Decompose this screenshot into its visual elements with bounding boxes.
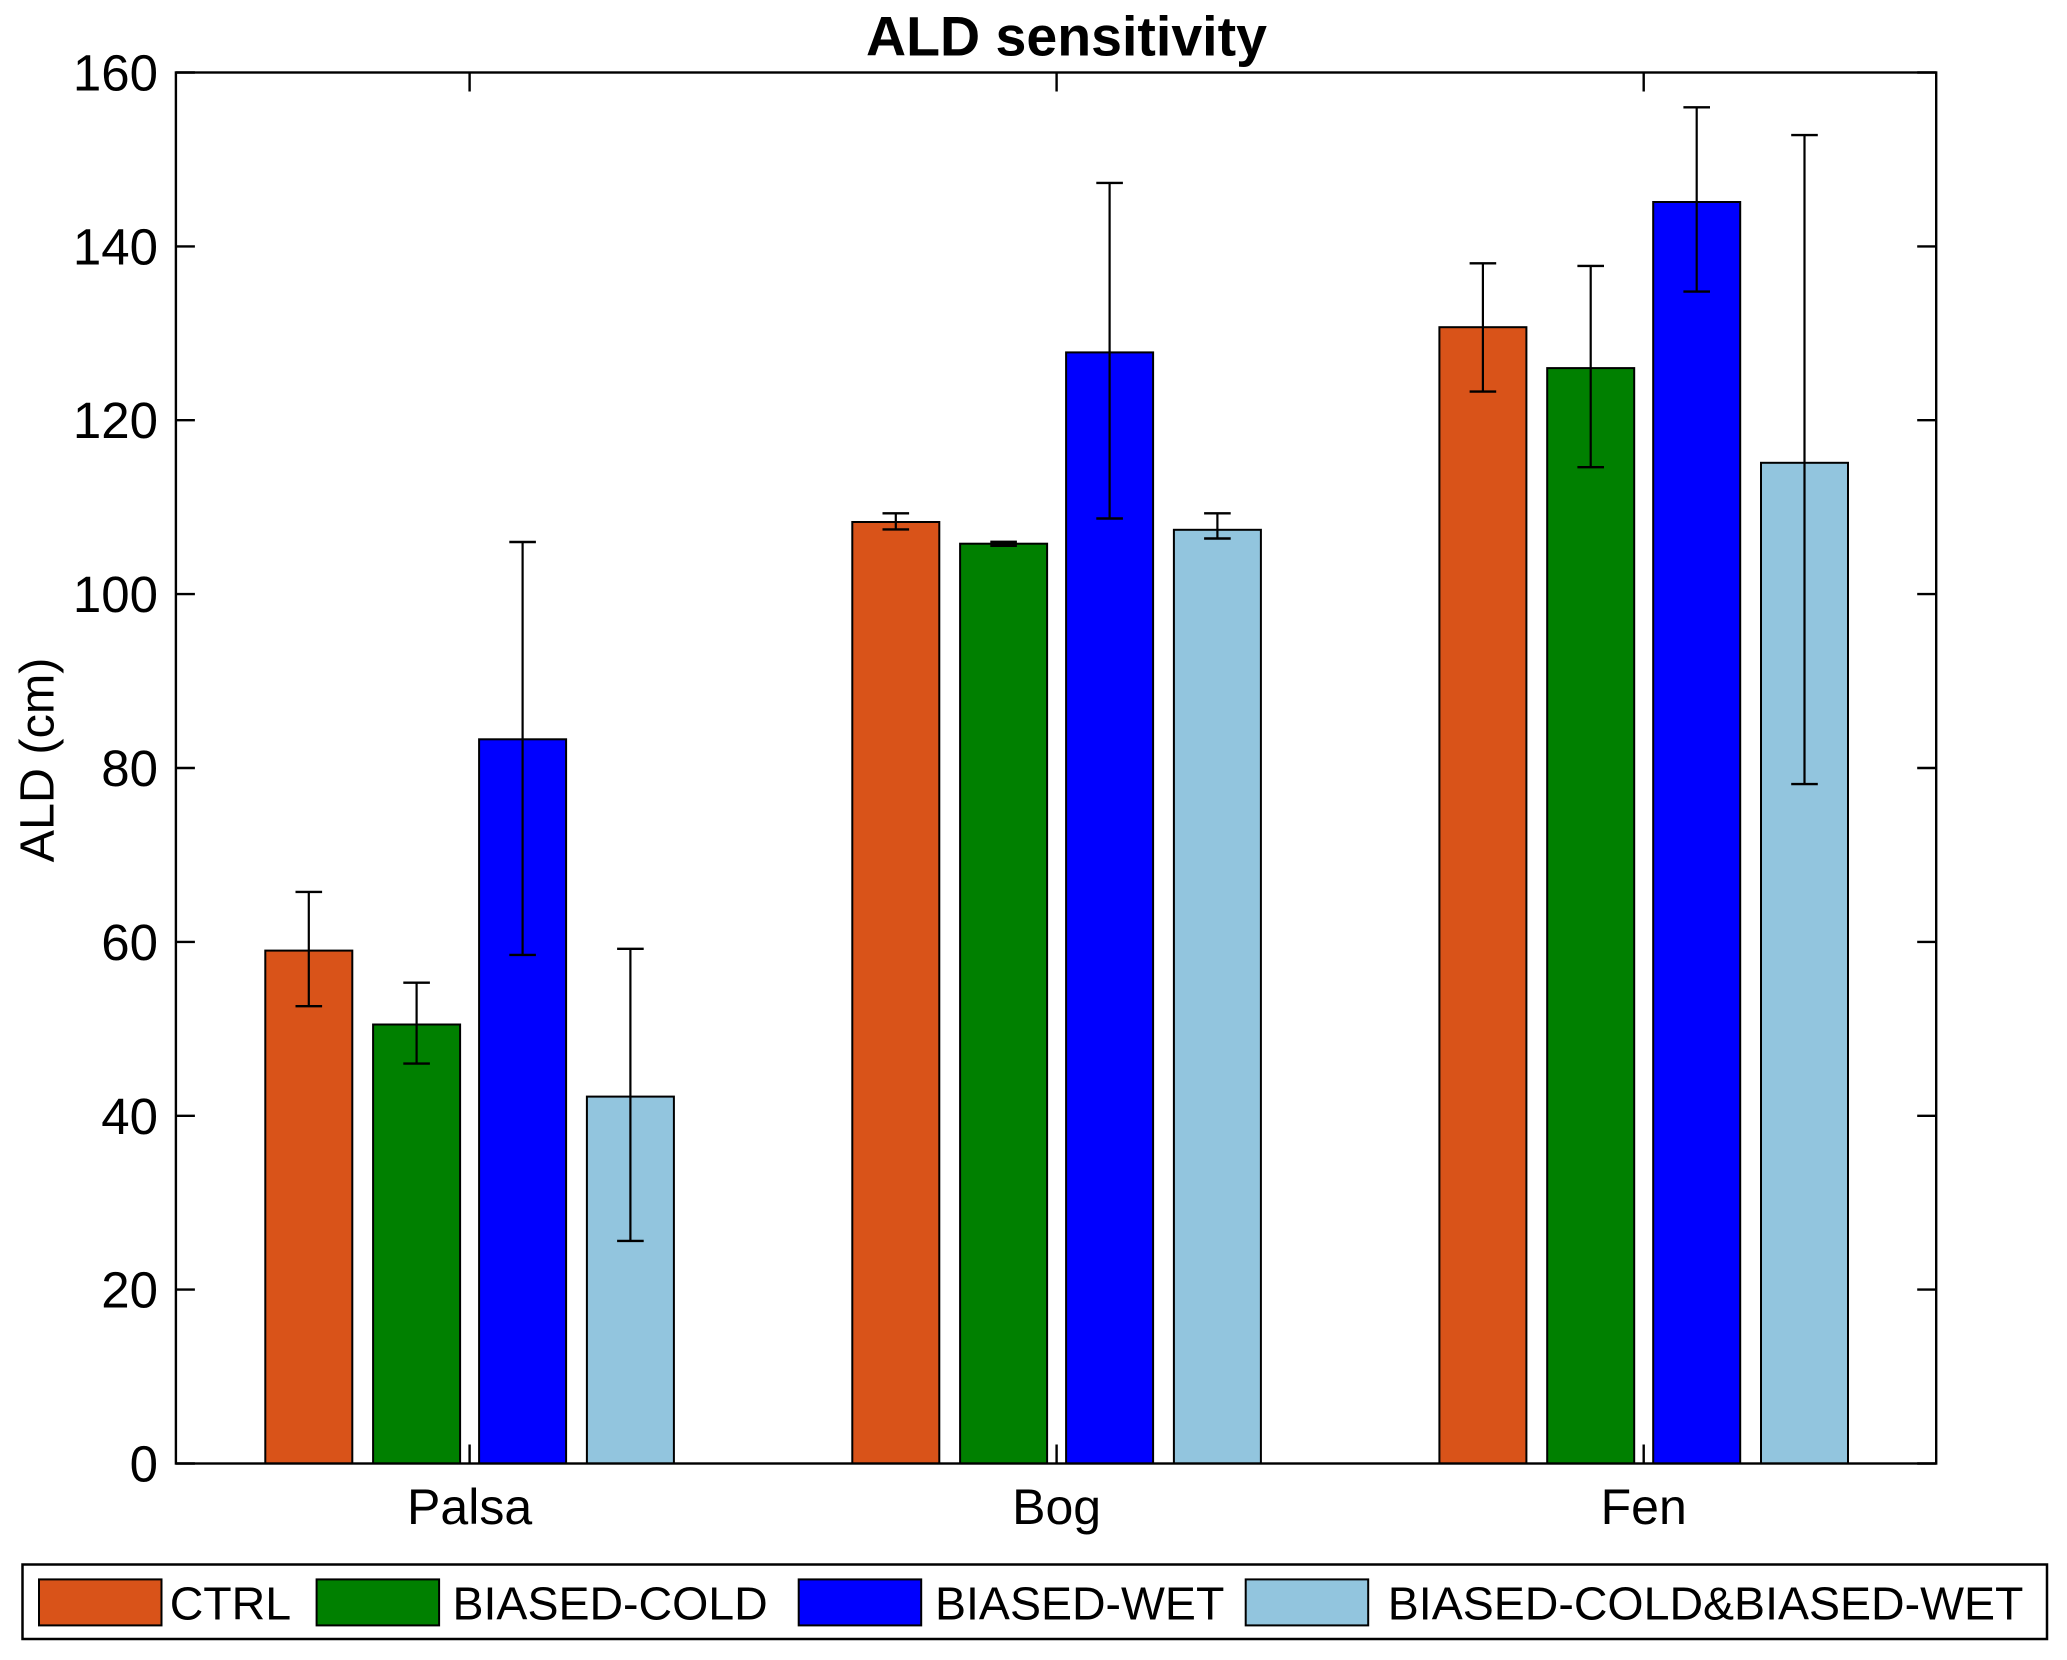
svg-text:BIASED-COLD&BIASED-WET: BIASED-COLD&BIASED-WET	[1388, 1578, 2024, 1630]
svg-text:120: 120	[73, 392, 158, 449]
svg-text:BIASED-COLD: BIASED-COLD	[453, 1578, 768, 1630]
svg-text:40: 40	[101, 1088, 158, 1145]
svg-text:BIASED-WET: BIASED-WET	[935, 1578, 1224, 1630]
svg-text:ALD sensitivity: ALD sensitivity	[866, 6, 1267, 68]
svg-text:60: 60	[101, 914, 158, 971]
svg-text:ALD (cm): ALD (cm)	[11, 658, 65, 863]
svg-text:Bog: Bog	[1012, 1479, 1101, 1535]
svg-text:100: 100	[73, 566, 158, 623]
svg-text:Fen: Fen	[1601, 1479, 1687, 1535]
svg-text:160: 160	[73, 45, 158, 102]
svg-text:CTRL: CTRL	[170, 1578, 291, 1630]
svg-text:20: 20	[101, 1262, 158, 1319]
svg-text:140: 140	[73, 218, 158, 275]
svg-text:0: 0	[130, 1436, 158, 1493]
svg-text:Palsa: Palsa	[407, 1479, 532, 1535]
svg-text:80: 80	[101, 740, 158, 797]
